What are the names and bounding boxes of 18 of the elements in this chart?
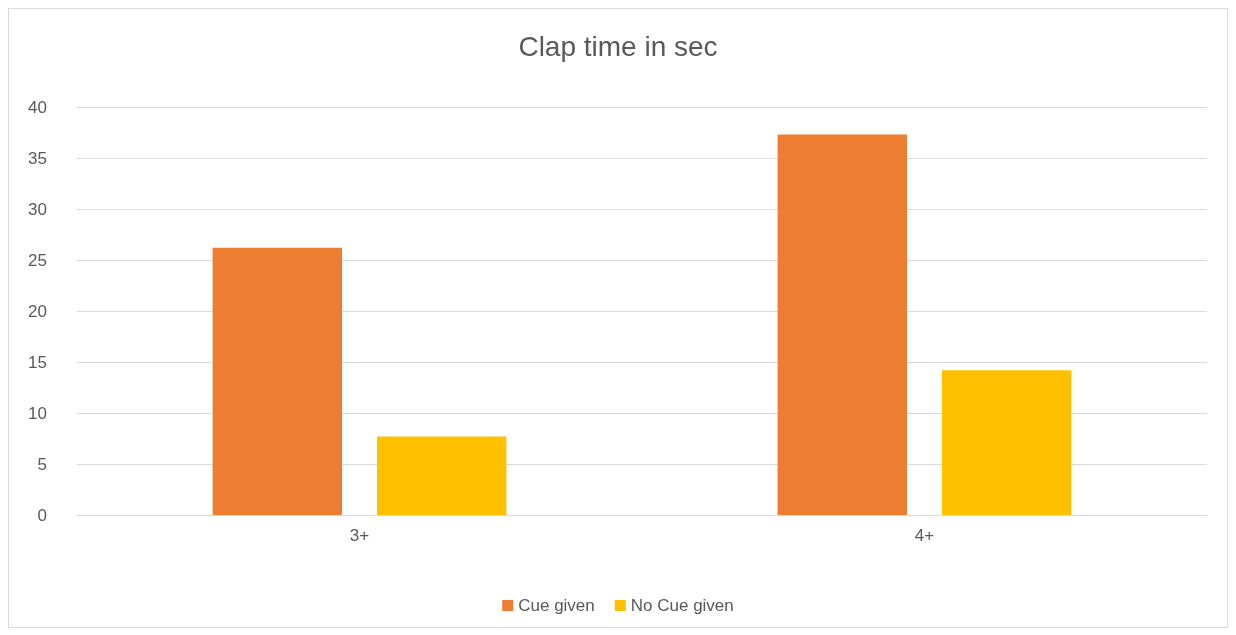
y-tick-label: 40 [28, 97, 47, 117]
y-tick-label: 10 [28, 403, 47, 423]
bar [941, 370, 1072, 515]
legend-label: Cue given [518, 596, 595, 615]
bar [376, 436, 507, 515]
y-tick-label: 20 [28, 301, 47, 321]
y-tick-label: 15 [28, 352, 47, 372]
x-tick-label: 3+ [349, 526, 370, 545]
y-tick-label: 0 [37, 505, 47, 525]
y-tick-label: 30 [28, 199, 47, 219]
x-tick-label: 4+ [914, 526, 935, 545]
y-tick-label: 25 [28, 250, 47, 270]
y-tick-label: 5 [37, 454, 47, 474]
chart-title: Clap time in sec [518, 30, 718, 62]
legend-label: No Cue given [630, 596, 734, 615]
bar [212, 247, 343, 515]
bar [777, 134, 908, 515]
y-tick-label: 35 [28, 148, 47, 168]
